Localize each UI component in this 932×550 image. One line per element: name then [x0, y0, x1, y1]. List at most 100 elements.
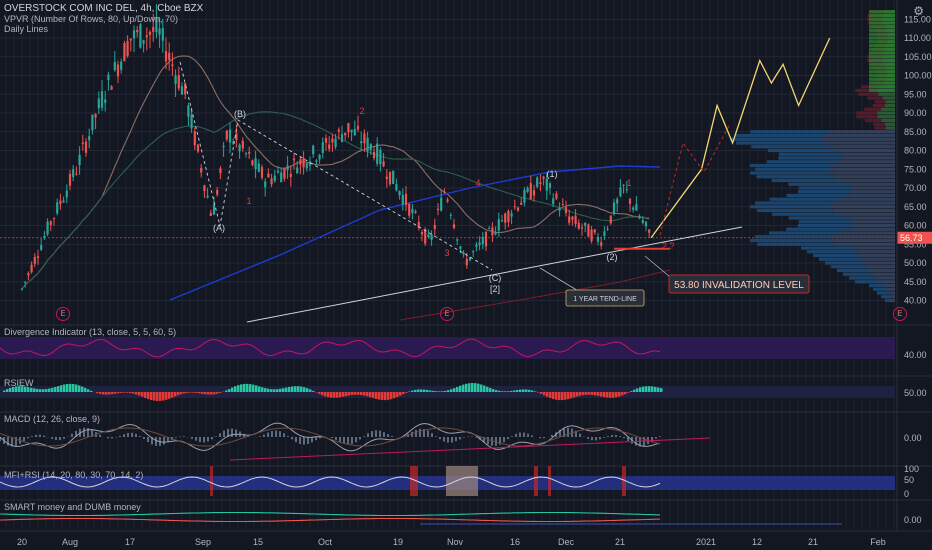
vpvr-bar: [829, 171, 895, 175]
rsi-bar: [129, 392, 132, 393]
rsi-bar: [303, 387, 306, 392]
candle-body: [344, 132, 347, 136]
rsi-bar: [234, 386, 237, 392]
vpvr-bar: [885, 103, 895, 108]
candle-body: [296, 167, 299, 174]
rsi-bar: [6, 389, 9, 392]
rsi-bar: [654, 386, 657, 392]
rsi-bar: [240, 384, 243, 392]
rsi-bar: [474, 383, 477, 392]
candle-body: [94, 114, 97, 118]
rsi-bar: [648, 386, 651, 392]
candle-body: [619, 187, 622, 197]
candle-body: [622, 184, 625, 186]
rsi-bar: [69, 383, 72, 392]
time-tick-label: Aug: [62, 537, 78, 547]
rsi-bar: [390, 392, 393, 400]
candle-body: [24, 281, 27, 283]
rsi-bar: [351, 392, 354, 395]
rsi-bar: [21, 386, 24, 392]
vpvr-bar: [869, 55, 895, 59]
rsi-bar: [342, 392, 345, 397]
rsi-bar: [582, 392, 585, 396]
rsi-bar: [363, 392, 366, 396]
rsi-bar: [627, 392, 630, 393]
price-tick-label: 80.00: [904, 146, 927, 156]
rsi-bar: [78, 385, 81, 392]
rsi-bar: [228, 388, 231, 392]
candle-body: [139, 24, 142, 48]
candle-body: [315, 160, 318, 162]
vpvr-bar: [885, 298, 891, 303]
rsi-bar: [24, 386, 27, 392]
vpvr-bar: [882, 96, 895, 100]
vpvr-bar: [778, 152, 843, 156]
vpvr-bar: [851, 220, 895, 224]
rsi-bar: [72, 384, 75, 392]
candle-body: [52, 217, 56, 219]
rsi-bar: [231, 387, 234, 392]
earnings-icon[interactable]: E: [56, 307, 70, 321]
vpvr-bar: [756, 208, 833, 213]
vpvr-bar: [832, 242, 895, 246]
rsi-bar: [327, 392, 330, 398]
earnings-icon[interactable]: E: [440, 307, 454, 321]
callout-line: [644, 255, 671, 278]
rsi-bar: [132, 392, 135, 394]
rsi-bar: [501, 391, 504, 392]
vpvr-bar: [856, 115, 878, 119]
vpvr-bar: [847, 182, 895, 186]
rsi-bar: [159, 392, 162, 401]
candle-body: [484, 231, 488, 247]
rsi-bar: [213, 392, 216, 395]
candle-body: [328, 144, 331, 150]
vpvr-bar: [878, 92, 895, 96]
vpvr-bar: [736, 141, 824, 145]
rsi-bar: [147, 392, 150, 400]
candle-body: [430, 234, 433, 240]
vpvr-bar: [837, 160, 895, 164]
candle-body: [609, 215, 612, 224]
price-tick-label: 70.00: [904, 183, 927, 193]
candle-body: [363, 133, 366, 144]
candle-body: [548, 183, 552, 188]
wave-label: 3: [444, 248, 449, 258]
vpvr-bar: [843, 272, 872, 276]
gear-icon[interactable]: ⚙: [913, 4, 924, 18]
candle-body: [254, 158, 257, 170]
candle-body: [219, 168, 222, 174]
candle-body: [225, 130, 228, 140]
wave-label: (A): [213, 223, 225, 233]
vpvr-bar: [829, 238, 895, 243]
candle-body: [507, 210, 510, 222]
rsi-bar: [207, 392, 210, 395]
vpvr-bar: [846, 193, 895, 198]
vpvr-bar: [771, 178, 840, 183]
rsi-bar: [624, 392, 627, 395]
candle-body: [481, 237, 484, 245]
vpvr-bar: [769, 197, 839, 201]
rsi-bar: [204, 392, 207, 395]
candle-body: [75, 173, 78, 175]
mfi-highlight: [210, 466, 213, 496]
candle-body: [401, 194, 404, 205]
rsi-bar: [549, 392, 552, 399]
rsi-bar: [51, 387, 54, 392]
candle-body: [132, 30, 136, 39]
vpvr-bar: [869, 85, 895, 89]
candle-body: [590, 229, 593, 242]
rsi-bar: [375, 392, 378, 400]
candle-body: [62, 200, 65, 203]
vpvr-bar: [788, 182, 848, 186]
rsi-bar: [27, 387, 30, 392]
rsi-bar: [297, 386, 300, 392]
earnings-icon[interactable]: E: [893, 307, 907, 321]
rsi-bar: [636, 388, 639, 392]
candle-body: [360, 141, 363, 144]
candle-body: [635, 204, 638, 211]
candlestick-series: [20, 4, 651, 291]
vpvr-bar: [881, 118, 895, 123]
rsi-bar: [492, 389, 495, 392]
vpvr-bar: [801, 246, 853, 250]
